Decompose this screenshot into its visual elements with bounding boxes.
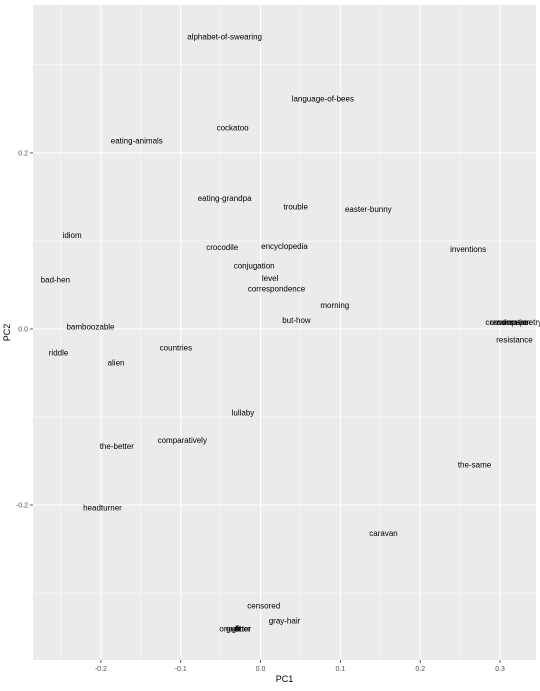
point-label: resistance [496, 336, 533, 345]
x-tick-label: -0.2 [95, 666, 107, 673]
minor-gridlines [33, 5, 536, 660]
point-label: glitter [232, 624, 252, 633]
point-labels: alphabet-of-swearing language-of-bees cock… [41, 33, 540, 634]
point-label: bad-hen [41, 276, 70, 285]
point-label: one-liner [219, 624, 250, 633]
x-axis-title: PC1 [276, 674, 294, 684]
point-label: the-better [100, 442, 135, 451]
point-label: compare [496, 318, 528, 327]
x-tick-label: 0.0 [256, 666, 266, 673]
point-label: riddle [49, 349, 69, 358]
point-label: eating-grandpa [198, 194, 252, 203]
point-label: alien [108, 358, 125, 367]
point-label: inventions [450, 245, 486, 254]
point-label: lullaby [232, 409, 255, 418]
point-label: conversation [485, 318, 530, 327]
point-label: language-of-bees [292, 94, 354, 103]
point-label: random-poetry [490, 318, 540, 327]
point-label: the-same [458, 461, 492, 470]
x-tick-label: 0.1 [336, 666, 346, 673]
point-label: gray-hair [269, 616, 301, 625]
point-label: eating-animals [111, 137, 163, 146]
point-label: easter-bunny [345, 205, 392, 214]
point-label: correspondence [248, 284, 306, 293]
point-label: bamboozable [66, 322, 115, 331]
point-label: censored [247, 601, 280, 610]
point-label: morning [320, 301, 349, 310]
major-gridlines [33, 5, 536, 660]
point-label: but-how [282, 316, 311, 325]
x-tick-label: 0.2 [415, 666, 425, 673]
point-label: crocodile [206, 243, 239, 252]
point-label: idiom [63, 231, 82, 240]
point-label: headturner [83, 504, 122, 513]
y-tick-label: 0.0 [18, 326, 28, 333]
point-label: cockatoo [217, 123, 250, 132]
x-axis-ticks: -0.2 -0.1 0.0 0.1 0.2 0.3 [95, 660, 505, 673]
plot-panel [33, 5, 536, 660]
x-tick-label: -0.1 [175, 666, 187, 673]
point-label: conjugation [234, 262, 275, 271]
point-label: encyclopedia [261, 242, 308, 251]
point-label: level [262, 274, 279, 283]
y-tick-label: 0.2 [18, 150, 28, 157]
x-tick-label: 0.3 [495, 666, 505, 673]
point-label: comparatively [158, 436, 207, 445]
point-label: caravan [369, 529, 397, 538]
point-label: countries [160, 343, 192, 352]
point-label: guilt [226, 624, 241, 633]
y-axis-ticks: 0.2 0.0 -0.2 [16, 150, 33, 510]
point-label: trouble [283, 203, 308, 212]
y-axis-title: PC2 [2, 324, 12, 342]
y-tick-label: -0.2 [16, 503, 28, 510]
point-label: alphabet-of-swearing [187, 33, 262, 42]
